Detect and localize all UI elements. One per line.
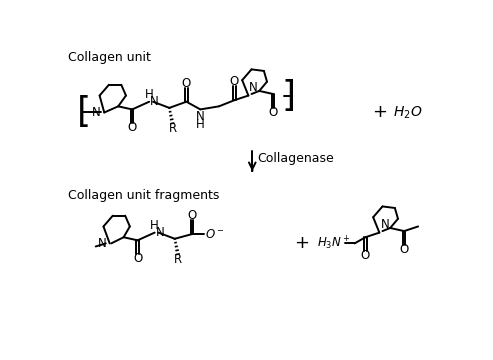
Text: O: O xyxy=(128,121,137,134)
Text: Collagenase: Collagenase xyxy=(257,152,334,165)
Text: O: O xyxy=(182,77,191,90)
Text: O: O xyxy=(269,106,278,119)
Text: [: [ xyxy=(77,95,91,130)
Text: R: R xyxy=(174,253,182,266)
Text: $H_2O$: $H_2O$ xyxy=(393,104,423,121)
Text: +: + xyxy=(372,104,387,121)
Text: $H_3N^+$: $H_3N^+$ xyxy=(317,235,351,252)
Text: O: O xyxy=(187,209,196,222)
Text: +: + xyxy=(294,234,310,252)
Text: H: H xyxy=(150,219,159,232)
Text: N: N xyxy=(249,81,258,94)
Text: O: O xyxy=(133,252,142,265)
Text: O: O xyxy=(230,75,239,88)
Text: Collagen unit: Collagen unit xyxy=(68,51,151,64)
Text: H: H xyxy=(145,88,154,101)
Text: O: O xyxy=(361,249,370,262)
Text: $O^-$: $O^-$ xyxy=(205,228,225,240)
Text: ]: ] xyxy=(281,78,295,113)
Text: N: N xyxy=(196,110,205,123)
Text: N: N xyxy=(155,226,164,239)
Text: N: N xyxy=(150,95,159,108)
Text: R: R xyxy=(169,122,176,135)
Text: N: N xyxy=(98,237,106,250)
Text: N: N xyxy=(381,218,389,231)
Text: Collagen unit fragments: Collagen unit fragments xyxy=(68,189,219,202)
Text: H: H xyxy=(196,118,205,131)
Text: N: N xyxy=(92,106,101,119)
Text: O: O xyxy=(399,243,409,256)
